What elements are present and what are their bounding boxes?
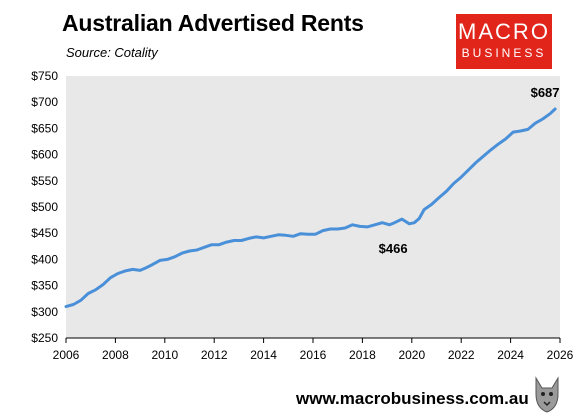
annotation-label: $466	[379, 241, 408, 256]
x-tick-label: 2010	[151, 348, 178, 362]
y-tick-label: $600	[31, 148, 58, 162]
x-tick-label: 2022	[448, 348, 475, 362]
logo-line-1: MACRO	[458, 19, 550, 44]
x-tick-label: 2020	[398, 348, 425, 362]
chart-subtitle: Source: Cotality	[66, 45, 158, 60]
y-tick-label: $350	[31, 279, 58, 293]
logo-line-2: BUSINESS	[461, 46, 547, 60]
y-tick-label: $700	[31, 95, 58, 109]
y-tick-label: $450	[31, 226, 58, 240]
x-tick-label: 2014	[250, 348, 277, 362]
plot-area	[66, 76, 560, 338]
chart-title: Australian Advertised Rents	[62, 10, 364, 36]
annotation-layer: $466 $687	[379, 85, 560, 256]
y-axis: $250 $300 $350 $400 $450 $500 $550 $600 $650 $700…	[31, 69, 58, 345]
x-tick-label: 2018	[349, 348, 376, 362]
x-tick-label: 2008	[102, 348, 129, 362]
wolf-mascot-icon	[530, 374, 564, 414]
footer-url[interactable]: www.macrobusiness.com.au	[296, 389, 529, 408]
y-tick-label: $650	[31, 121, 58, 135]
x-tick-label: 2024	[497, 348, 524, 362]
x-tick-label: 2006	[53, 348, 80, 362]
y-tick-label: $300	[31, 305, 58, 319]
rent-series-line	[64, 107, 557, 309]
y-tick-label: $400	[31, 252, 58, 266]
y-tick-label: $250	[31, 331, 58, 345]
y-tick-label: $550	[31, 174, 58, 188]
y-tick-label: $750	[31, 69, 58, 83]
x-tick-label: 2012	[201, 348, 228, 362]
x-tick-label: 2016	[300, 348, 327, 362]
y-tick-label: $500	[31, 200, 58, 214]
series-layer	[64, 107, 557, 309]
x-tick-label: 2026	[547, 348, 574, 362]
macrobusiness-logo: MACRO BUSINESS	[456, 14, 552, 69]
x-axis: 2006 2008 2010 2012 2014 2016 2018 2020 2022 2024…	[53, 337, 574, 362]
annotation-label: $687	[531, 85, 560, 100]
